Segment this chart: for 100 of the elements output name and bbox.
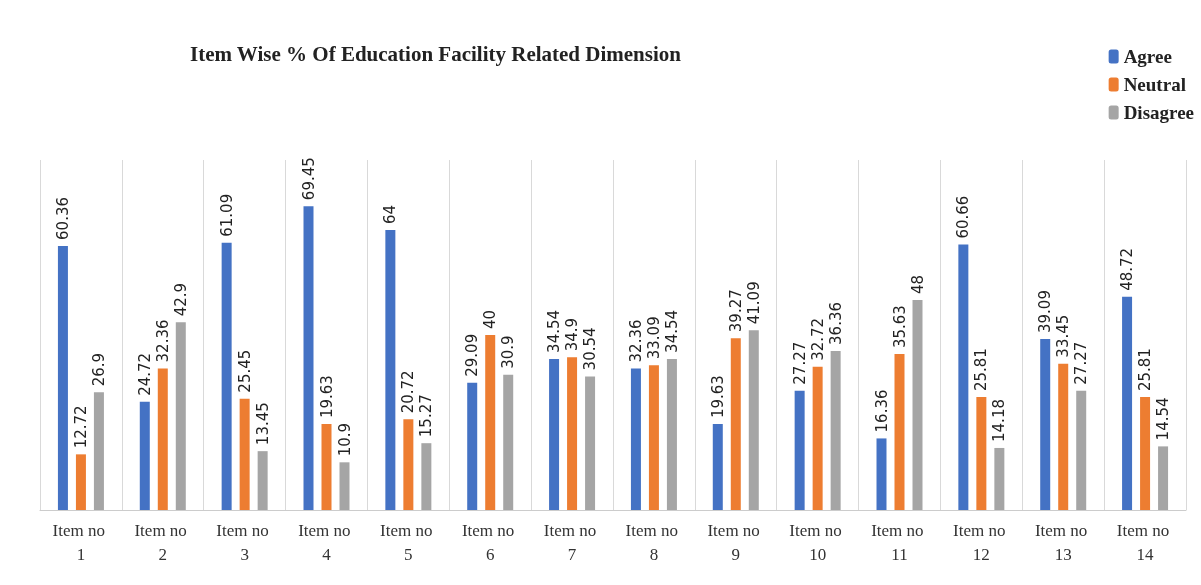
data-label: 40: [481, 309, 500, 329]
data-label: 29.09: [463, 333, 482, 377]
x-tick-label: Item no 6: [461, 520, 519, 564]
bar: [1076, 390, 1087, 510]
data-label: 30.54: [581, 327, 600, 371]
bar: [958, 244, 969, 510]
x-tick-label: Item no 9: [707, 520, 765, 564]
data-label: 61.09: [217, 193, 236, 237]
data-label: 69.45: [299, 157, 318, 201]
bar: [221, 242, 232, 510]
x-tick-label: Item no 1: [52, 520, 110, 564]
bar: [1158, 446, 1169, 510]
bar: [894, 354, 905, 510]
bar: [1040, 338, 1051, 510]
legend-label: Neutral: [1123, 74, 1186, 95]
x-tick-label: Item no 10: [789, 520, 846, 564]
data-label: 12.72: [71, 405, 90, 449]
data-label: 19.63: [708, 375, 727, 419]
data-label: 25.81: [1136, 348, 1155, 392]
bar: [303, 206, 314, 510]
data-label: 14.54: [1154, 397, 1173, 441]
bar: [1122, 296, 1133, 510]
bar: [385, 230, 396, 510]
data-label: 41.09: [744, 281, 763, 325]
bar: [976, 397, 987, 510]
bar: [912, 300, 923, 510]
bar: [321, 424, 332, 510]
bar: [257, 451, 268, 510]
bar: [339, 462, 350, 510]
bar: [467, 382, 478, 510]
data-label: 34.54: [545, 309, 564, 353]
bar: [403, 419, 414, 510]
data-label: 36.36: [826, 301, 845, 345]
chart-title: Item Wise % Of Education Facility Related Dimension: [190, 41, 682, 66]
bar: [585, 376, 596, 510]
data-label: 13.45: [253, 402, 272, 446]
data-label: 48: [908, 274, 927, 294]
bar: [503, 374, 514, 510]
data-label: 15.27: [417, 394, 436, 438]
data-label: 14.18: [990, 399, 1009, 442]
data-label: 32.36: [153, 319, 172, 363]
x-tick-label: Item no 3: [216, 520, 273, 564]
data-label: 20.72: [399, 370, 418, 414]
x-tick-label: Item no 5: [380, 520, 437, 564]
data-label: 34.54: [662, 309, 681, 353]
data-label: 26.9: [89, 352, 108, 387]
bar: [812, 366, 823, 510]
data-label: 32.36: [626, 319, 645, 363]
x-tick-label: Item no 4: [298, 520, 355, 564]
x-tick-label: Item no 11: [871, 520, 928, 564]
bar: [830, 350, 841, 510]
x-tick-label: Item no 8: [625, 520, 683, 564]
data-label: 39.27: [726, 289, 745, 333]
x-tick-label: Item no 14: [1116, 520, 1174, 564]
bar: [139, 401, 150, 510]
data-label: 27.27: [790, 341, 809, 385]
bar: [712, 424, 723, 510]
data-label: 34.9: [563, 317, 582, 352]
bar: [157, 368, 168, 510]
bar: [994, 447, 1005, 510]
data-label: 39.09: [1036, 290, 1055, 333]
x-tick-label: Item no 2: [134, 520, 192, 564]
data-label: 32.72: [808, 317, 827, 361]
bar: [75, 454, 86, 510]
data-label: 33.09: [644, 316, 663, 360]
data-label: 24.72: [135, 352, 154, 396]
bar: [421, 443, 432, 510]
data-label: 27.27: [1072, 341, 1091, 385]
bar: [794, 390, 805, 510]
bar: [239, 398, 250, 510]
bar: [1140, 397, 1151, 510]
data-label: 60.36: [53, 196, 72, 240]
legend-label: Disagree: [1123, 102, 1195, 123]
data-label: 35.63: [890, 305, 909, 349]
legend-label: Agree: [1123, 46, 1172, 67]
data-label: 33.45: [1054, 314, 1073, 358]
bar: [730, 338, 741, 510]
data-label: 60.66: [954, 195, 973, 239]
bar: [748, 330, 759, 510]
bar: [485, 335, 496, 510]
bar: [57, 245, 68, 510]
bar: [876, 438, 887, 510]
data-label: 25.81: [972, 348, 991, 392]
x-tick-label: Item no 13: [1034, 520, 1092, 564]
data-label: 48.72: [1118, 247, 1137, 291]
data-label: 42.9: [171, 282, 190, 317]
data-label: 25.45: [235, 349, 254, 393]
bar: [567, 357, 578, 510]
x-tick-label: Item no 12: [953, 520, 1010, 564]
bar: [175, 322, 186, 510]
data-label: 19.63: [317, 375, 336, 419]
bar: [648, 365, 659, 510]
bar: [630, 368, 641, 510]
bar: [549, 358, 560, 510]
bar: [93, 392, 104, 510]
data-label: 64: [381, 204, 400, 224]
data-label: 30.9: [499, 335, 518, 369]
x-tick-label: Item no 7: [543, 520, 601, 564]
data-label: 10.9: [335, 422, 354, 457]
data-label: 16.36: [872, 389, 891, 433]
